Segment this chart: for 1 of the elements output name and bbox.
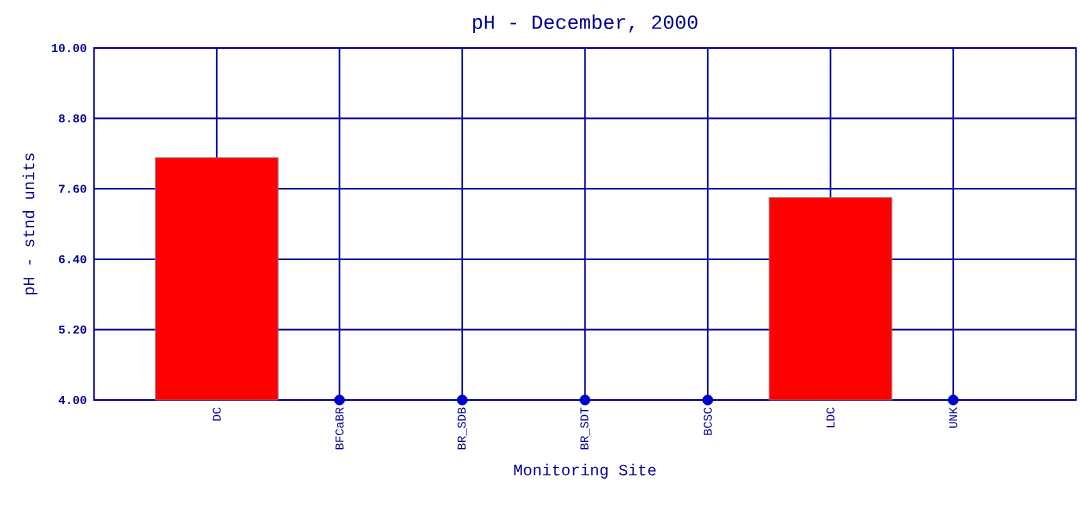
chart-title: pH - December, 2000 [473,14,698,33]
